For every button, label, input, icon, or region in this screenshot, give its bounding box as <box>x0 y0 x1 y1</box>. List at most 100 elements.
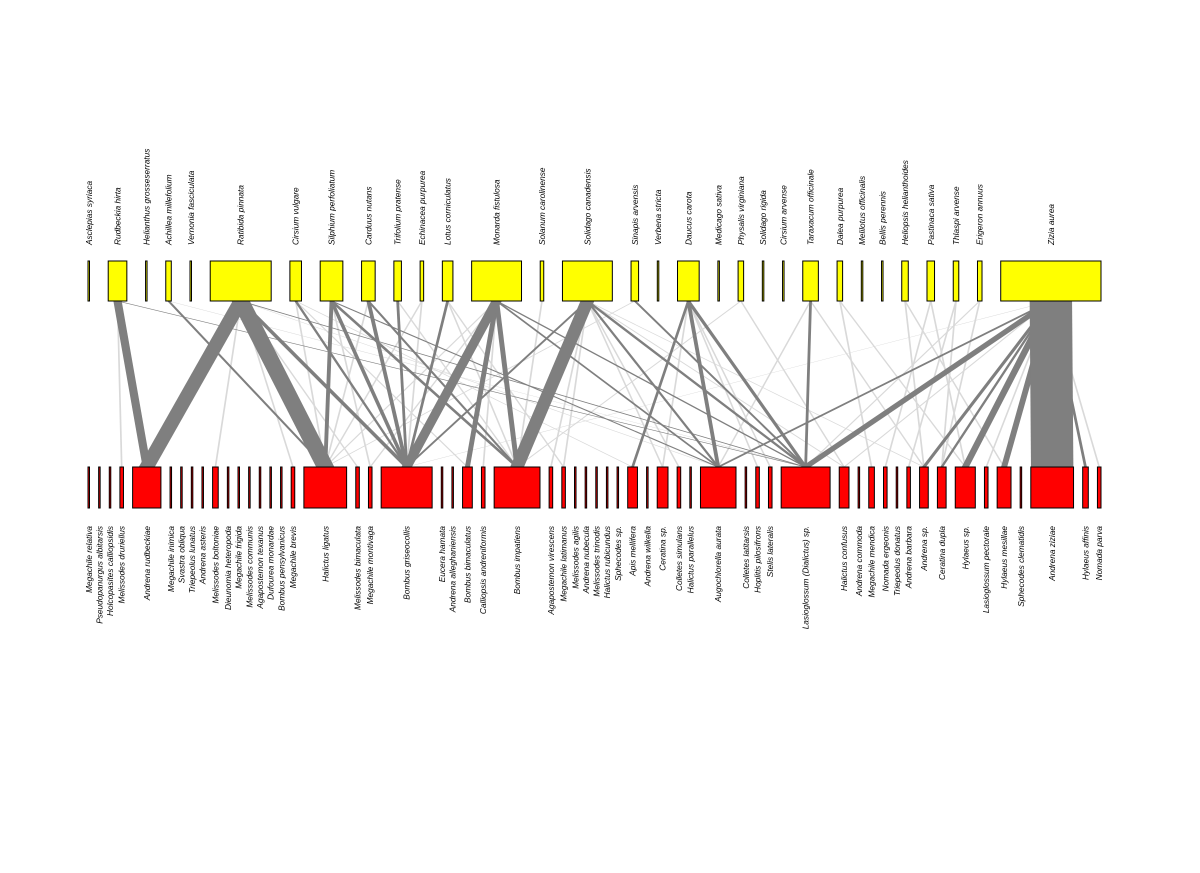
pollinator-label-andrena-ziziae: Andrena ziziae <box>1047 526 1057 582</box>
link-solidago-canadensis-megachile-latimanus <box>562 301 589 467</box>
pollinator-label-hoplitis-pilosifrons: Hoplitis pilosifrons <box>753 526 763 593</box>
plant-label-zizia-aurea: Zizia aurea <box>1046 204 1056 246</box>
pollinator-label-stelis-lateralis: Stelis lateralis <box>765 526 775 577</box>
pollinator-box-melissodes-trinodis <box>595 466 598 509</box>
link-achillea-millefolium-halictus-ligatus <box>167 301 327 467</box>
link-solidago-canadensis-bombus-impatiens <box>510 301 595 467</box>
plant-box-solanum-carolinense <box>539 260 545 302</box>
pollinator-labels: Megachile relativa Pseudopanurgus albitar… <box>84 526 1104 630</box>
pollinator-label-svastra-obliqua: Svastra obliqua <box>176 526 186 584</box>
plant-label-medicago-sativa: Medicago sativa <box>714 185 724 245</box>
plant-box-trifolium-pratense <box>393 260 402 302</box>
link-taraxacum-officinale-augochlorella-aurata <box>717 301 812 467</box>
pollinator-box-triepeolus-donatus <box>895 466 899 509</box>
pollinator-label-nomada-parva: Nomada parva <box>1094 526 1104 581</box>
link-solidago-canadensis-bombus-griseocollis <box>405 301 589 467</box>
link-solidago-canadensis-halictus-confusus <box>586 301 845 467</box>
pollinator-box-megachile-latimanus <box>561 466 566 509</box>
link-echinacea-purpurea-halictus-ligatus <box>324 301 423 467</box>
pollinator-box-halictus-ligatus <box>303 466 348 509</box>
pollinator-label-hylaeus-mesillae: Hylaeus mesillae <box>999 526 1009 589</box>
plant-box-asclepias-syriaca <box>87 260 90 302</box>
plant-label-physalis-virginiana: Physalis virginiana <box>736 176 746 245</box>
link-monarda-fistulosa-megachile-montivaga <box>369 301 498 467</box>
pollinator-box-hylaeus-affinis <box>1082 466 1089 509</box>
pollinator-label-agapostemon-virescens: Agapostemon virescens <box>546 526 556 616</box>
link-zizia-aurea-augochlorella-aurata <box>716 301 1053 467</box>
plant-box-sinapis-arvensis <box>630 260 640 302</box>
pollinator-label-lasioglossum-pectorale: Lasioglossum pectorale <box>981 526 991 614</box>
pollinator-label-andrena-commoda: Andrena commoda <box>854 526 864 597</box>
plant-label-asclepias-syriaca: Asclepias syriaca <box>84 181 94 246</box>
link-trifolium-pratense-bombus-griseocollis <box>396 301 409 467</box>
pollinator-label-andrena-asteris: Andrena asteris <box>198 526 208 585</box>
pollinator-label-melissodes-boltoniae: Melissodes boltoniae <box>210 526 220 604</box>
pollinator-label-bombus-griseocollis: Bombus griseocollis <box>402 526 412 600</box>
plant-box-zizia-aurea <box>1000 260 1102 302</box>
pollinator-box-hylaeus-mesillae <box>996 466 1012 509</box>
link-solidago-canadensis-andrena-sp <box>586 301 925 467</box>
pollinator-box-andrena-ziziae <box>1030 466 1075 509</box>
plant-box-monarda-fistulosa <box>471 260 523 302</box>
plant-boxes <box>87 260 1102 302</box>
plant-label-vernonia-fasciculata: Vernonia fasciculata <box>186 170 196 245</box>
plant-label-carduus-nutans: Carduus nutans <box>363 186 373 245</box>
pollinator-box-melissodes-bimaculata <box>355 466 360 509</box>
pollinator-box-bombus-impatiens <box>493 466 541 509</box>
plant-box-dalea-purpurea <box>836 260 844 302</box>
pollinator-label-apis-mellifera: Apis mellifera <box>628 526 638 577</box>
pollinator-label-holcopasites-calliopsidis: Holcopasites calliopsidis <box>105 526 115 616</box>
pollinator-label-megachile-brevis: Megachile brevis <box>288 526 298 588</box>
pollinator-box-megachile-montivaga <box>367 466 373 509</box>
pollinator-box-halictus-confusus <box>838 466 850 509</box>
link-solidago-canadensis-augochlorella-aurata <box>585 301 720 467</box>
pollinator-label-hylaeus-sp: Hylaeus sp. <box>960 526 970 569</box>
pollinator-label-dufourea-monardae: Dufourea monardae <box>266 526 276 600</box>
link-monarda-fistulosa-bombus-bimaculatus <box>464 301 500 467</box>
pollinator-label-melissodes-agilis: Melissodes agilis <box>570 526 580 589</box>
pollinator-label-andrena-barbara: Andrena barbara <box>904 526 914 590</box>
pollinator-box-andrena-rudbeckiae <box>132 466 162 509</box>
plant-label-heliopsis-helianthoides: Heliopsis helianthoides <box>900 160 910 245</box>
link-erigeron-annuus-lasioglossum-dialictus-sp <box>804 301 981 467</box>
pollinator-label-megachile-frigida: Megachile frigida <box>234 526 244 589</box>
plant-label-solidago-canadensis: Solidago canadensis <box>582 168 592 245</box>
link-physalis-virginiana-halictus-confusus <box>740 301 845 467</box>
plant-label-achillea-millefolium: Achillea millefolium <box>164 174 174 246</box>
pollinator-box-triepeolus-lunatus <box>190 466 194 509</box>
plant-box-echinacea-purpurea <box>419 260 425 302</box>
plant-box-thlaspi-arvense <box>952 260 960 302</box>
plant-box-bellis-perennis <box>881 260 884 302</box>
link-silphium-perfoliatum-augochlorella-aurata <box>330 301 720 467</box>
link-daucus-carota-augochlorella-aurata <box>686 301 721 467</box>
pollinator-label-ceratina-dupla: Ceratina dupla <box>937 526 947 580</box>
pollinator-box-dieunomia-heteropoda <box>226 466 230 509</box>
pollinator-box-ceratina-dupla <box>936 466 947 509</box>
link-solanum-carolinense-bombus-impatiens <box>516 301 543 467</box>
plant-label-erigeron-annuus: Erigeron annuus <box>975 184 985 245</box>
pollinator-label-eucera-hamata: Eucera hamata <box>437 526 447 583</box>
pollinator-box-melissodes-druriellus <box>119 466 124 509</box>
plant-box-daucus-carota <box>677 260 700 302</box>
pollinator-label-bombus-pensylvanicus: Bombus pensylvanicus <box>276 526 286 611</box>
pollinator-label-colletes-simulans: Colletes simulans <box>674 526 684 591</box>
link-solidago-canadensis-lasioglossum-dialictus-sp <box>585 301 808 467</box>
link-erigeron-annuus-ceratina-dupla <box>940 301 981 467</box>
link-physalis-virginiana-bombus-impatiens <box>516 301 742 467</box>
plant-label-ratibida-pinnata: Ratibida pinnata <box>236 185 246 245</box>
pollinator-label-calliopsis-andreniformis: Calliopsis andreniformis <box>478 526 488 614</box>
pollinator-box-melissodes-boltoniae <box>212 466 219 509</box>
pollinator-box-lasioglossum-dialictus-sp <box>780 466 831 509</box>
pollinator-label-andrena-rudbeckiae: Andrena rudbeckiae <box>142 526 152 602</box>
pollinator-label-megachile-montivaga: Megachile montivaga <box>365 526 375 605</box>
pollinator-box-hoplitis-pilosifrons <box>755 466 760 509</box>
pollinator-box-holcopasites-calliopsidis <box>108 466 112 509</box>
link-daucus-carota-ceratina-sp <box>661 301 690 467</box>
plant-box-pastinaca-sativa <box>926 260 936 302</box>
pollinator-box-megachile-inimica <box>169 466 173 509</box>
plant-label-daucus-carota: Daucus carota <box>683 191 693 245</box>
link-lotus-corniculatus-bombus-griseocollis <box>405 301 450 467</box>
pollinator-box-augochlorella-aurata <box>699 466 737 509</box>
link-rudbeckia-hirta-melissodes-druriellus <box>116 301 123 467</box>
link-heliopsis-helianthoides-andrena-sp <box>904 301 925 467</box>
